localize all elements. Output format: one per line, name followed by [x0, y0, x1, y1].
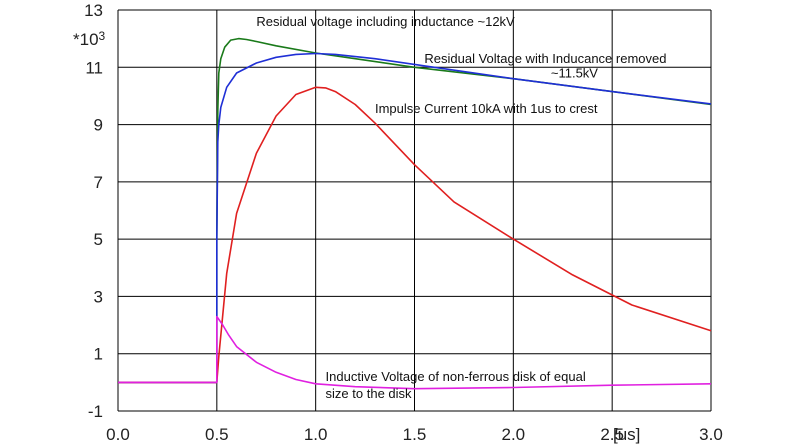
y-tick-label: 5 — [94, 230, 103, 249]
x-tick-label: 3.0 — [699, 425, 723, 444]
y-tick-label: 7 — [94, 173, 103, 192]
y-tick-label: 1 — [94, 345, 103, 364]
x-tick-label: 0.0 — [106, 425, 130, 444]
annotation-label: size to the disk — [326, 386, 412, 401]
x-tick-labels: 0.0 0.5 1.0 1.5 2.0 2.5 3.0 — [106, 425, 723, 444]
y-tick-label: -1 — [88, 402, 103, 421]
y-tick-label: 11 — [85, 58, 103, 77]
x-tick-label: 1.5 — [403, 425, 427, 444]
y-tick-label: 13 — [84, 1, 103, 20]
y-tick-label: 3 — [94, 287, 103, 306]
x-tick-label: 1.0 — [304, 425, 328, 444]
annotation-label: Inductive Voltage of non-ferrous disk of… — [326, 369, 586, 384]
series-line-2 — [118, 52, 712, 384]
annotation-label: ~11.5kV — [551, 65, 598, 80]
annotations: Residual voltage including inductance ~1… — [256, 14, 666, 401]
series-line-3 — [118, 86, 712, 384]
x-tick-label: 2.0 — [502, 425, 526, 444]
y-tick-labels: 13 11 9 7 5 3 1 -1 — [84, 1, 103, 421]
annotation-label: Residual voltage including inductance ~1… — [256, 14, 515, 29]
annotation-label: Impulse Current 10kA with 1us to crest — [375, 101, 598, 116]
x-tick-label: 0.5 — [205, 425, 229, 444]
x-tick-label: 2.5 — [600, 425, 624, 444]
annotation-label: Residual Voltage with Inducance removed — [424, 51, 666, 66]
series-layer — [118, 37, 712, 390]
grid — [117, 9, 712, 412]
x-unit-label: [us] — [613, 425, 640, 444]
y-tick-label: 9 — [94, 116, 103, 135]
y-multiplier-label: *103 — [73, 29, 106, 49]
series-line-4 — [118, 315, 712, 390]
